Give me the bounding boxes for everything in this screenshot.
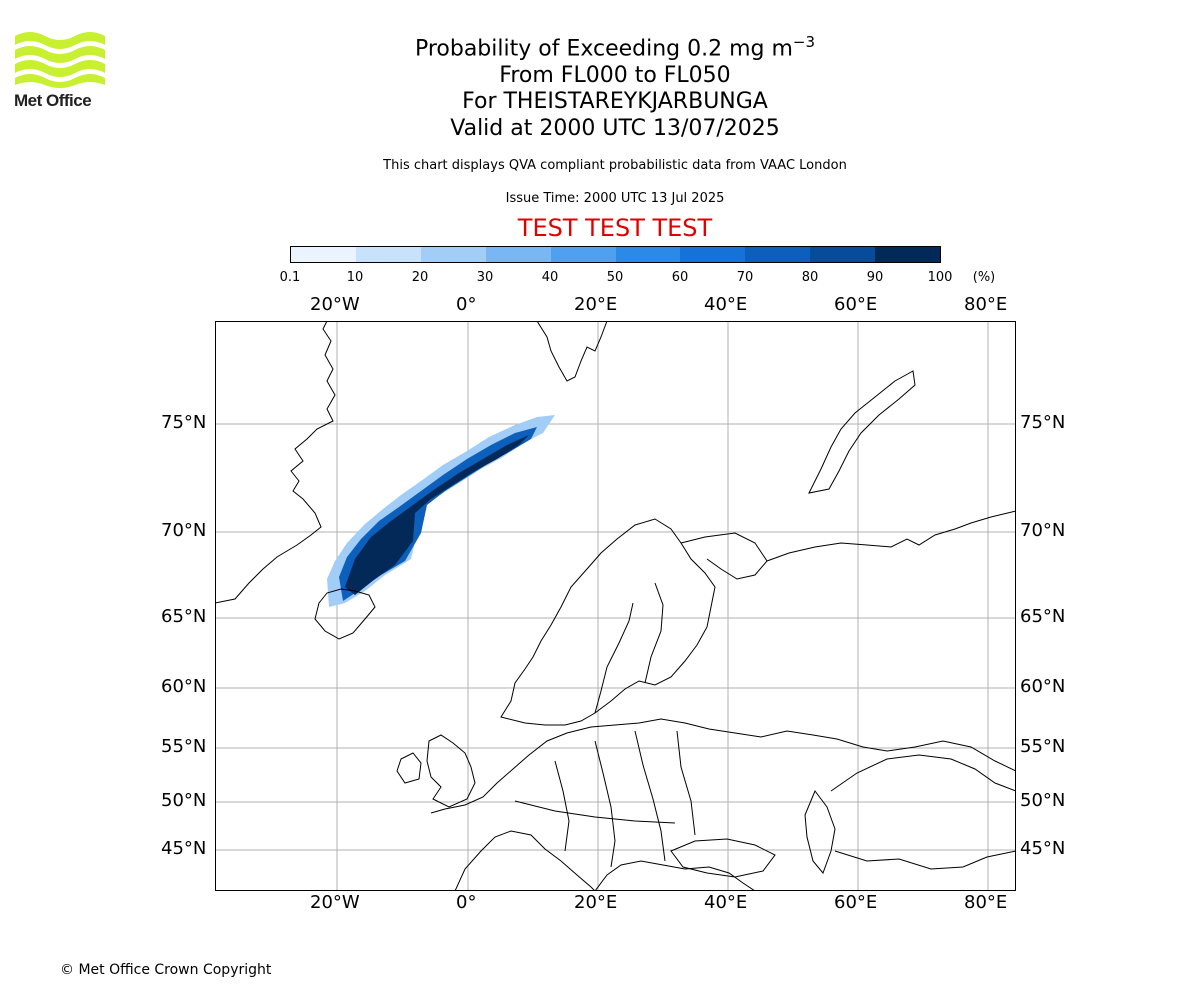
colorbar-segment (420, 247, 486, 262)
lon-label-top: 60°E (834, 294, 878, 315)
chart-title: Probability of Exceeding 0.2 mg m−3 (0, 29, 1200, 62)
lat-label-right: 50°N (1020, 790, 1066, 811)
lon-label-bottom: 20°W (310, 892, 360, 913)
colorbar-segment (745, 247, 811, 262)
lon-label-top: 80°E (964, 294, 1008, 315)
lat-label-left: 50°N (161, 790, 207, 811)
colorbar-tick: 100 (927, 270, 953, 285)
colorbar (290, 246, 941, 263)
title-text: Probability of Exceeding 0.2 mg m (414, 36, 793, 62)
colorbar-tick: 80 (801, 270, 819, 285)
ash-plume (327, 415, 555, 607)
colorbar-segment (680, 247, 746, 262)
copyright-notice: © Met Office Crown Copyright (60, 962, 272, 978)
colorbar-segment (355, 247, 421, 262)
chart-description: This chart displays QVA compliant probab… (383, 158, 847, 173)
lat-label-right: 45°N (1020, 838, 1066, 859)
colorbar-tick: 90 (866, 270, 884, 285)
issue-time: Issue Time: 2000 UTC 13 Jul 2025 (505, 191, 725, 206)
colorbar-segment (875, 247, 941, 262)
lat-label-left: 65°N (161, 606, 207, 627)
lon-label-top: 20°E (574, 294, 618, 315)
volcano-name: For THEISTAREYKJARBUNGA (462, 89, 768, 114)
map (215, 321, 1016, 891)
colorbar-tick: 70 (736, 270, 754, 285)
lon-label-bottom: 20°E (574, 892, 618, 913)
lon-label-top: 0° (456, 294, 477, 315)
lon-label-bottom: 40°E (704, 892, 748, 913)
graticule (215, 321, 1016, 891)
lat-label-left: 60°N (161, 676, 207, 697)
logo-waves-icon (15, 32, 105, 88)
lat-label-right: 70°N (1020, 520, 1066, 541)
colorbar-segment (291, 247, 356, 262)
lat-label-right: 75°N (1020, 412, 1066, 433)
colorbar-tick: 10 (346, 270, 364, 285)
valid-time: Valid at 2000 UTC 13/07/2025 (450, 116, 780, 141)
lon-label-bottom: 0° (456, 892, 477, 913)
lon-label-bottom: 60°E (834, 892, 878, 913)
colorbar-segment (615, 247, 681, 262)
met-office-logo: Met Office (14, 30, 114, 112)
colorbar-segment (810, 247, 876, 262)
colorbar-segment (485, 247, 551, 262)
colorbar-tick: 40 (541, 270, 559, 285)
lon-label-bottom: 80°E (964, 892, 1008, 913)
flight-level-range: From FL000 to FL050 (499, 63, 731, 88)
colorbar-tick: 60 (671, 270, 689, 285)
lat-label-left: 75°N (161, 412, 207, 433)
lat-label-right: 65°N (1020, 606, 1066, 627)
logo-label: Met Office (14, 91, 92, 110)
lat-label-left: 70°N (161, 520, 207, 541)
lat-label-left: 45°N (161, 838, 207, 859)
colorbar-tick: 30 (476, 270, 494, 285)
colorbar-tick: 0.1 (279, 270, 301, 285)
colorbar-tick: 50 (606, 270, 624, 285)
coastlines (215, 321, 1016, 891)
lon-label-top: 40°E (704, 294, 748, 315)
test-banner: TEST TEST TEST (517, 214, 713, 242)
lon-label-top: 20°W (310, 294, 360, 315)
title-exponent: −3 (792, 33, 816, 51)
lat-label-right: 60°N (1020, 676, 1066, 697)
colorbar-segment (550, 247, 616, 262)
colorbar-unit: (%) (972, 270, 996, 285)
lat-label-left: 55°N (161, 736, 207, 757)
colorbar-tick: 20 (411, 270, 429, 285)
lat-label-right: 55°N (1020, 736, 1066, 757)
